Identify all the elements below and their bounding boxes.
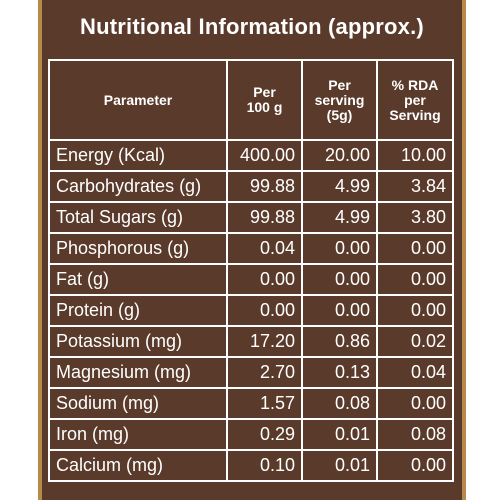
value-rda: 0.02	[376, 325, 454, 358]
nutrient-name: Carbohydrates (g)	[48, 170, 228, 203]
table-row: Protein (g) 0.00 0.00 0.00	[48, 294, 454, 327]
value-per-serving: 0.01	[301, 449, 378, 482]
value-per-100g: 0.29	[226, 418, 303, 451]
table-row: Sodium (mg) 1.57 0.08 0.00	[48, 387, 454, 420]
nutrient-name: Fat (g)	[48, 263, 228, 296]
value-per-serving: 0.00	[301, 294, 378, 327]
value-per-100g: 99.88	[226, 170, 303, 203]
table-row: Calcium (mg) 0.10 0.01 0.00	[48, 449, 454, 482]
table-row: Iron (mg) 0.29 0.01 0.08	[48, 418, 454, 451]
value-per-serving: 0.08	[301, 387, 378, 420]
value-rda: 10.00	[376, 139, 454, 172]
value-per-100g: 0.00	[226, 294, 303, 327]
value-per-100g: 0.04	[226, 232, 303, 265]
nutrient-name: Potassium (mg)	[48, 325, 228, 358]
value-rda: 0.00	[376, 449, 454, 482]
value-per-100g: 0.00	[226, 263, 303, 296]
value-per-serving: 0.13	[301, 356, 378, 389]
table-row: Total Sugars (g) 99.88 4.99 3.80	[48, 201, 454, 234]
table-row: Potassium (mg) 17.20 0.86 0.02	[48, 325, 454, 358]
header-rda: % RDA per Serving	[376, 59, 454, 141]
header-per-100g: Per 100 g	[226, 59, 303, 141]
value-per-serving: 4.99	[301, 201, 378, 234]
header-row: Parameter Per 100 g Per serving (5g) % R…	[48, 59, 454, 141]
nutrient-name: Iron (mg)	[48, 418, 228, 451]
table-row: Fat (g) 0.00 0.00 0.00	[48, 263, 454, 296]
value-rda: 3.84	[376, 170, 454, 203]
value-rda: 0.00	[376, 232, 454, 265]
value-rda: 0.00	[376, 387, 454, 420]
value-rda: 0.08	[376, 418, 454, 451]
value-per-100g: 2.70	[226, 356, 303, 389]
nutrient-name: Magnesium (mg)	[48, 356, 228, 389]
nutrient-name: Energy (Kcal)	[48, 139, 228, 172]
table-row: Magnesium (mg) 2.70 0.13 0.04	[48, 356, 454, 389]
value-per-100g: 1.57	[226, 387, 303, 420]
value-per-serving: 0.86	[301, 325, 378, 358]
value-rda: 0.00	[376, 294, 454, 327]
table-row: Carbohydrates (g) 99.88 4.99 3.84	[48, 170, 454, 203]
value-per-serving: 0.00	[301, 232, 378, 265]
header-per-serving: Per serving (5g)	[301, 59, 378, 141]
value-per-serving: 0.00	[301, 263, 378, 296]
value-rda: 0.04	[376, 356, 454, 389]
table-row: Phosphorous (g) 0.04 0.00 0.00	[48, 232, 454, 265]
value-per-100g: 99.88	[226, 201, 303, 234]
nutrient-name: Total Sugars (g)	[48, 201, 228, 234]
value-rda: 3.80	[376, 201, 454, 234]
nutrition-table: Parameter Per 100 g Per serving (5g) % R…	[48, 59, 454, 482]
value-per-100g: 0.10	[226, 449, 303, 482]
header-parameter: Parameter	[48, 59, 228, 141]
value-per-100g: 400.00	[226, 139, 303, 172]
table-title: Nutritional Information (approx.)	[80, 14, 424, 39]
value-rda: 0.00	[376, 263, 454, 296]
table-row: Energy (Kcal) 400.00 20.00 10.00	[48, 139, 454, 172]
value-per-serving: 0.01	[301, 418, 378, 451]
value-per-100g: 17.20	[226, 325, 303, 358]
nutrient-name: Protein (g)	[48, 294, 228, 327]
nutrient-name: Calcium (mg)	[48, 449, 228, 482]
value-per-serving: 4.99	[301, 170, 378, 203]
nutrient-name: Sodium (mg)	[48, 387, 228, 420]
value-per-serving: 20.00	[301, 139, 378, 172]
nutrient-name: Phosphorous (g)	[48, 232, 228, 265]
